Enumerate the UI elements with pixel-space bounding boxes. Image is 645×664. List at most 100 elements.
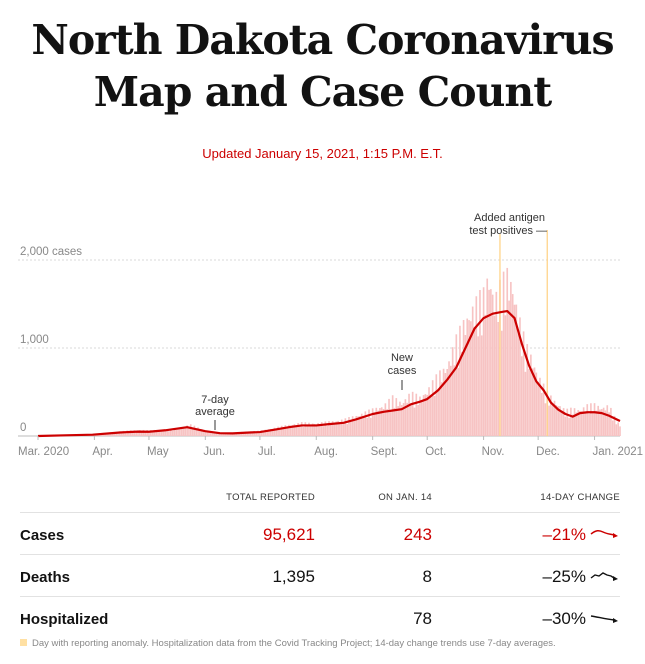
x-tick-label: Dec.: [536, 446, 560, 458]
seven-day-average-line: [37, 309, 621, 438]
bar: [575, 412, 578, 436]
bar: [353, 419, 356, 436]
bar: [613, 415, 616, 436]
bar: [253, 430, 256, 436]
bar: [215, 433, 218, 436]
bar: [435, 374, 438, 436]
bar: [226, 432, 228, 436]
bar: [137, 430, 139, 436]
bar: [593, 403, 596, 436]
bar: [359, 416, 361, 436]
bar: [459, 325, 461, 436]
bar: [275, 429, 278, 436]
bar: [617, 422, 619, 436]
bar: [475, 296, 478, 436]
bar: [428, 387, 430, 436]
bar: [155, 430, 158, 436]
bar: [413, 407, 416, 436]
bar: [206, 430, 208, 436]
cases-total: 95,621: [263, 525, 315, 544]
bar: [386, 409, 389, 436]
bar: [366, 417, 369, 436]
bar: [166, 429, 168, 436]
bar: [239, 433, 241, 436]
bar: [600, 409, 603, 436]
bar: [560, 411, 563, 436]
row-label: Deaths: [20, 569, 71, 586]
bar: [440, 382, 443, 436]
bar: [209, 430, 212, 436]
bar: [344, 418, 347, 436]
bar: [342, 423, 345, 436]
bar: [302, 427, 305, 436]
x-tick-label: Jan. 2021: [593, 446, 644, 458]
bar: [175, 429, 178, 436]
bar: [357, 416, 359, 436]
bar: [551, 404, 554, 436]
cases-trend-sparkline: [590, 529, 618, 538]
bar: [208, 431, 210, 436]
bar: [506, 267, 509, 436]
bar: [608, 412, 610, 436]
y-tick-label: 0: [20, 422, 26, 434]
bar: [570, 407, 572, 436]
bar: [451, 347, 454, 436]
bar: [328, 421, 330, 436]
bar: [360, 413, 363, 436]
bar: [524, 371, 527, 436]
bar: [380, 407, 383, 436]
bar: [284, 425, 287, 436]
page-title: North Dakota Coronavirus Map and Case Co…: [0, 14, 645, 118]
bar: [437, 391, 439, 436]
bar: [315, 424, 318, 436]
title-line-1: North Dakota Coronavirus: [31, 16, 614, 64]
bar: [299, 426, 301, 436]
bar: [584, 411, 587, 436]
bar: [330, 424, 332, 436]
bar: [473, 326, 476, 436]
bar: [577, 410, 579, 436]
table-header: TOTAL REPORTED ON JAN. 14 14-DAY CHANGE: [20, 488, 620, 512]
x-tick-label: Nov.: [482, 446, 505, 458]
bar: [550, 395, 552, 436]
bar: [126, 430, 128, 436]
bar: [599, 409, 601, 436]
bar: [308, 422, 310, 436]
bar: [364, 411, 367, 436]
table-row-deaths: Deaths 1,395 8 –25%: [20, 554, 620, 596]
x-tick-label: Oct.: [425, 446, 446, 458]
bar: [553, 400, 556, 436]
bar: [277, 426, 279, 436]
bar: [333, 422, 336, 436]
anomaly-swatch-icon: [20, 639, 27, 646]
bar: [411, 391, 414, 436]
bar: [297, 422, 299, 436]
bar: [430, 394, 432, 436]
bar: [295, 425, 298, 436]
bar: [248, 431, 250, 436]
updated-timestamp: Updated January 15, 2021, 1:15 P.M. E.T.: [202, 146, 443, 161]
bar: [379, 408, 381, 436]
bar: [422, 395, 425, 436]
bar: [179, 428, 181, 436]
bar: [446, 369, 449, 436]
bar: [128, 432, 130, 436]
bar: [531, 368, 534, 436]
bar: [479, 290, 481, 436]
bar: [582, 407, 585, 436]
bar: [402, 403, 405, 436]
bar: [455, 334, 458, 436]
bar: [213, 431, 216, 436]
bar: [395, 398, 398, 436]
x-tick-label: Mar. 2020: [18, 446, 69, 458]
bar: [484, 314, 487, 436]
x-tick-label: Jun.: [203, 446, 225, 458]
bar: [351, 416, 354, 436]
cases-change: –21%: [542, 525, 586, 544]
x-tick-label: Apr.: [92, 446, 112, 458]
bar: [457, 368, 459, 436]
bar: [424, 394, 427, 436]
annotation-new-cases-line-1: New: [391, 352, 413, 364]
bar: [291, 424, 294, 436]
bar: [159, 430, 161, 436]
